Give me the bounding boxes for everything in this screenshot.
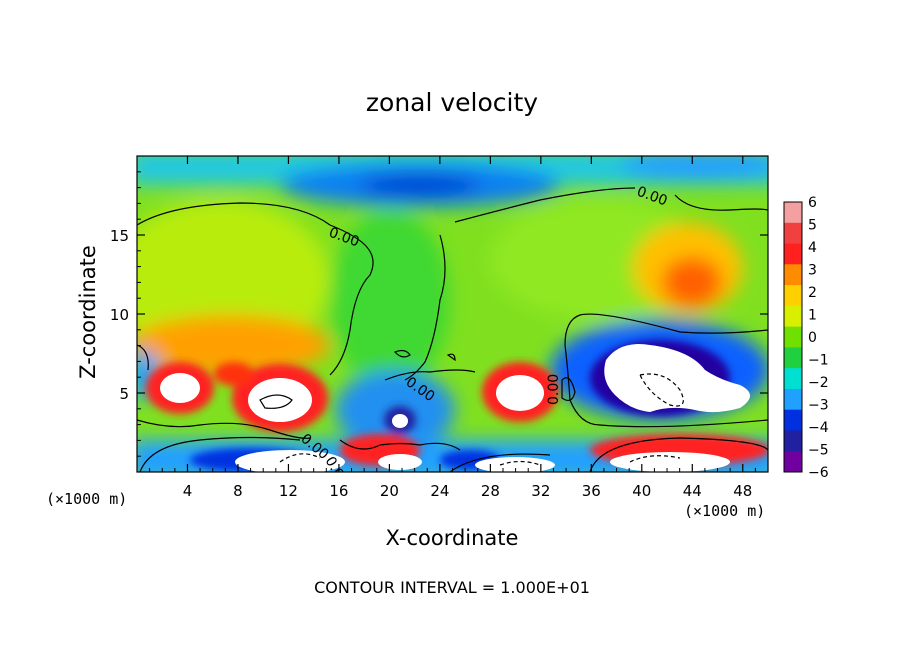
x-tick-label: 44 [683,482,702,500]
colorbar-swatch [784,202,802,224]
x-tick-label: 48 [733,482,752,500]
colorbar-swatch [784,368,802,390]
x-unit-label-left: (×1000 m) [46,490,128,508]
x-axis: 4 8 12 16 20 24 28 32 36 40 44 48 [149,156,756,500]
x-tick-label: 16 [329,482,348,500]
x-unit-label-right: (×1000 m) [684,502,766,520]
colorbar-frame [783,201,803,473]
colorbar-swatch [784,243,802,265]
x-tick-label: 20 [380,482,399,500]
y-tick-label: 15 [110,227,129,245]
x-tick-label: 24 [430,482,449,500]
colorbar-label: −1 [808,353,829,369]
colorbar-label: −3 [808,398,829,414]
colorbar-label: 6 [808,195,817,211]
colorbar-label: −4 [808,420,829,436]
colorbar-label: −2 [808,375,829,391]
colorbar-label: 4 [808,240,817,256]
colorbar-swatch [784,451,802,473]
colorbar-label: 1 [808,308,817,324]
x-tick-label: 28 [481,482,500,500]
colorbar-label: 0 [808,330,817,346]
colorbar-label: −6 [808,465,829,481]
y-tick-label: 5 [119,385,129,403]
x-tick-label: 40 [632,482,651,500]
field-layer: 0.00 0.00 0.00 0.00 0.00 0.00 [137,156,768,472]
contour-label: 0.00 [546,374,562,405]
colorbar-label: 3 [808,263,817,279]
x-tick-label: 32 [531,482,550,500]
y-axis: 5 10 15 [110,171,768,457]
colorbar-swatch [784,305,802,328]
colorbar: 6 5 4 3 2 1 0 −1 −2 −3 −4 −5 −6 [783,195,829,481]
colorbar-swatch [784,409,802,431]
contour-interval-note: CONTOUR INTERVAL = 1.000E+01 [314,578,590,597]
colorbar-swatch [784,285,802,307]
x-tick-label: 8 [233,482,243,500]
colorbar-swatch [784,430,802,452]
colorbar-swatch [784,347,802,369]
x-tick-label: 36 [582,482,601,500]
x-tick-label: 4 [183,482,193,500]
contour-lines [137,187,768,472]
y-tick-label: 10 [110,306,129,324]
colorbar-label: −5 [808,443,829,459]
colorbar-swatch [784,222,802,245]
x-axis-label: X-coordinate [385,526,519,550]
colorbar-swatch [784,264,802,286]
x-tick-label: 12 [279,482,298,500]
colorbar-label: 2 [808,285,817,301]
y-axis-label: Z-coordinate [76,245,100,379]
colorbar-swatch [784,326,802,348]
colorbar-label: 5 [808,218,817,234]
chart-title: zonal velocity [365,88,539,117]
colorbar-swatch [784,388,802,411]
